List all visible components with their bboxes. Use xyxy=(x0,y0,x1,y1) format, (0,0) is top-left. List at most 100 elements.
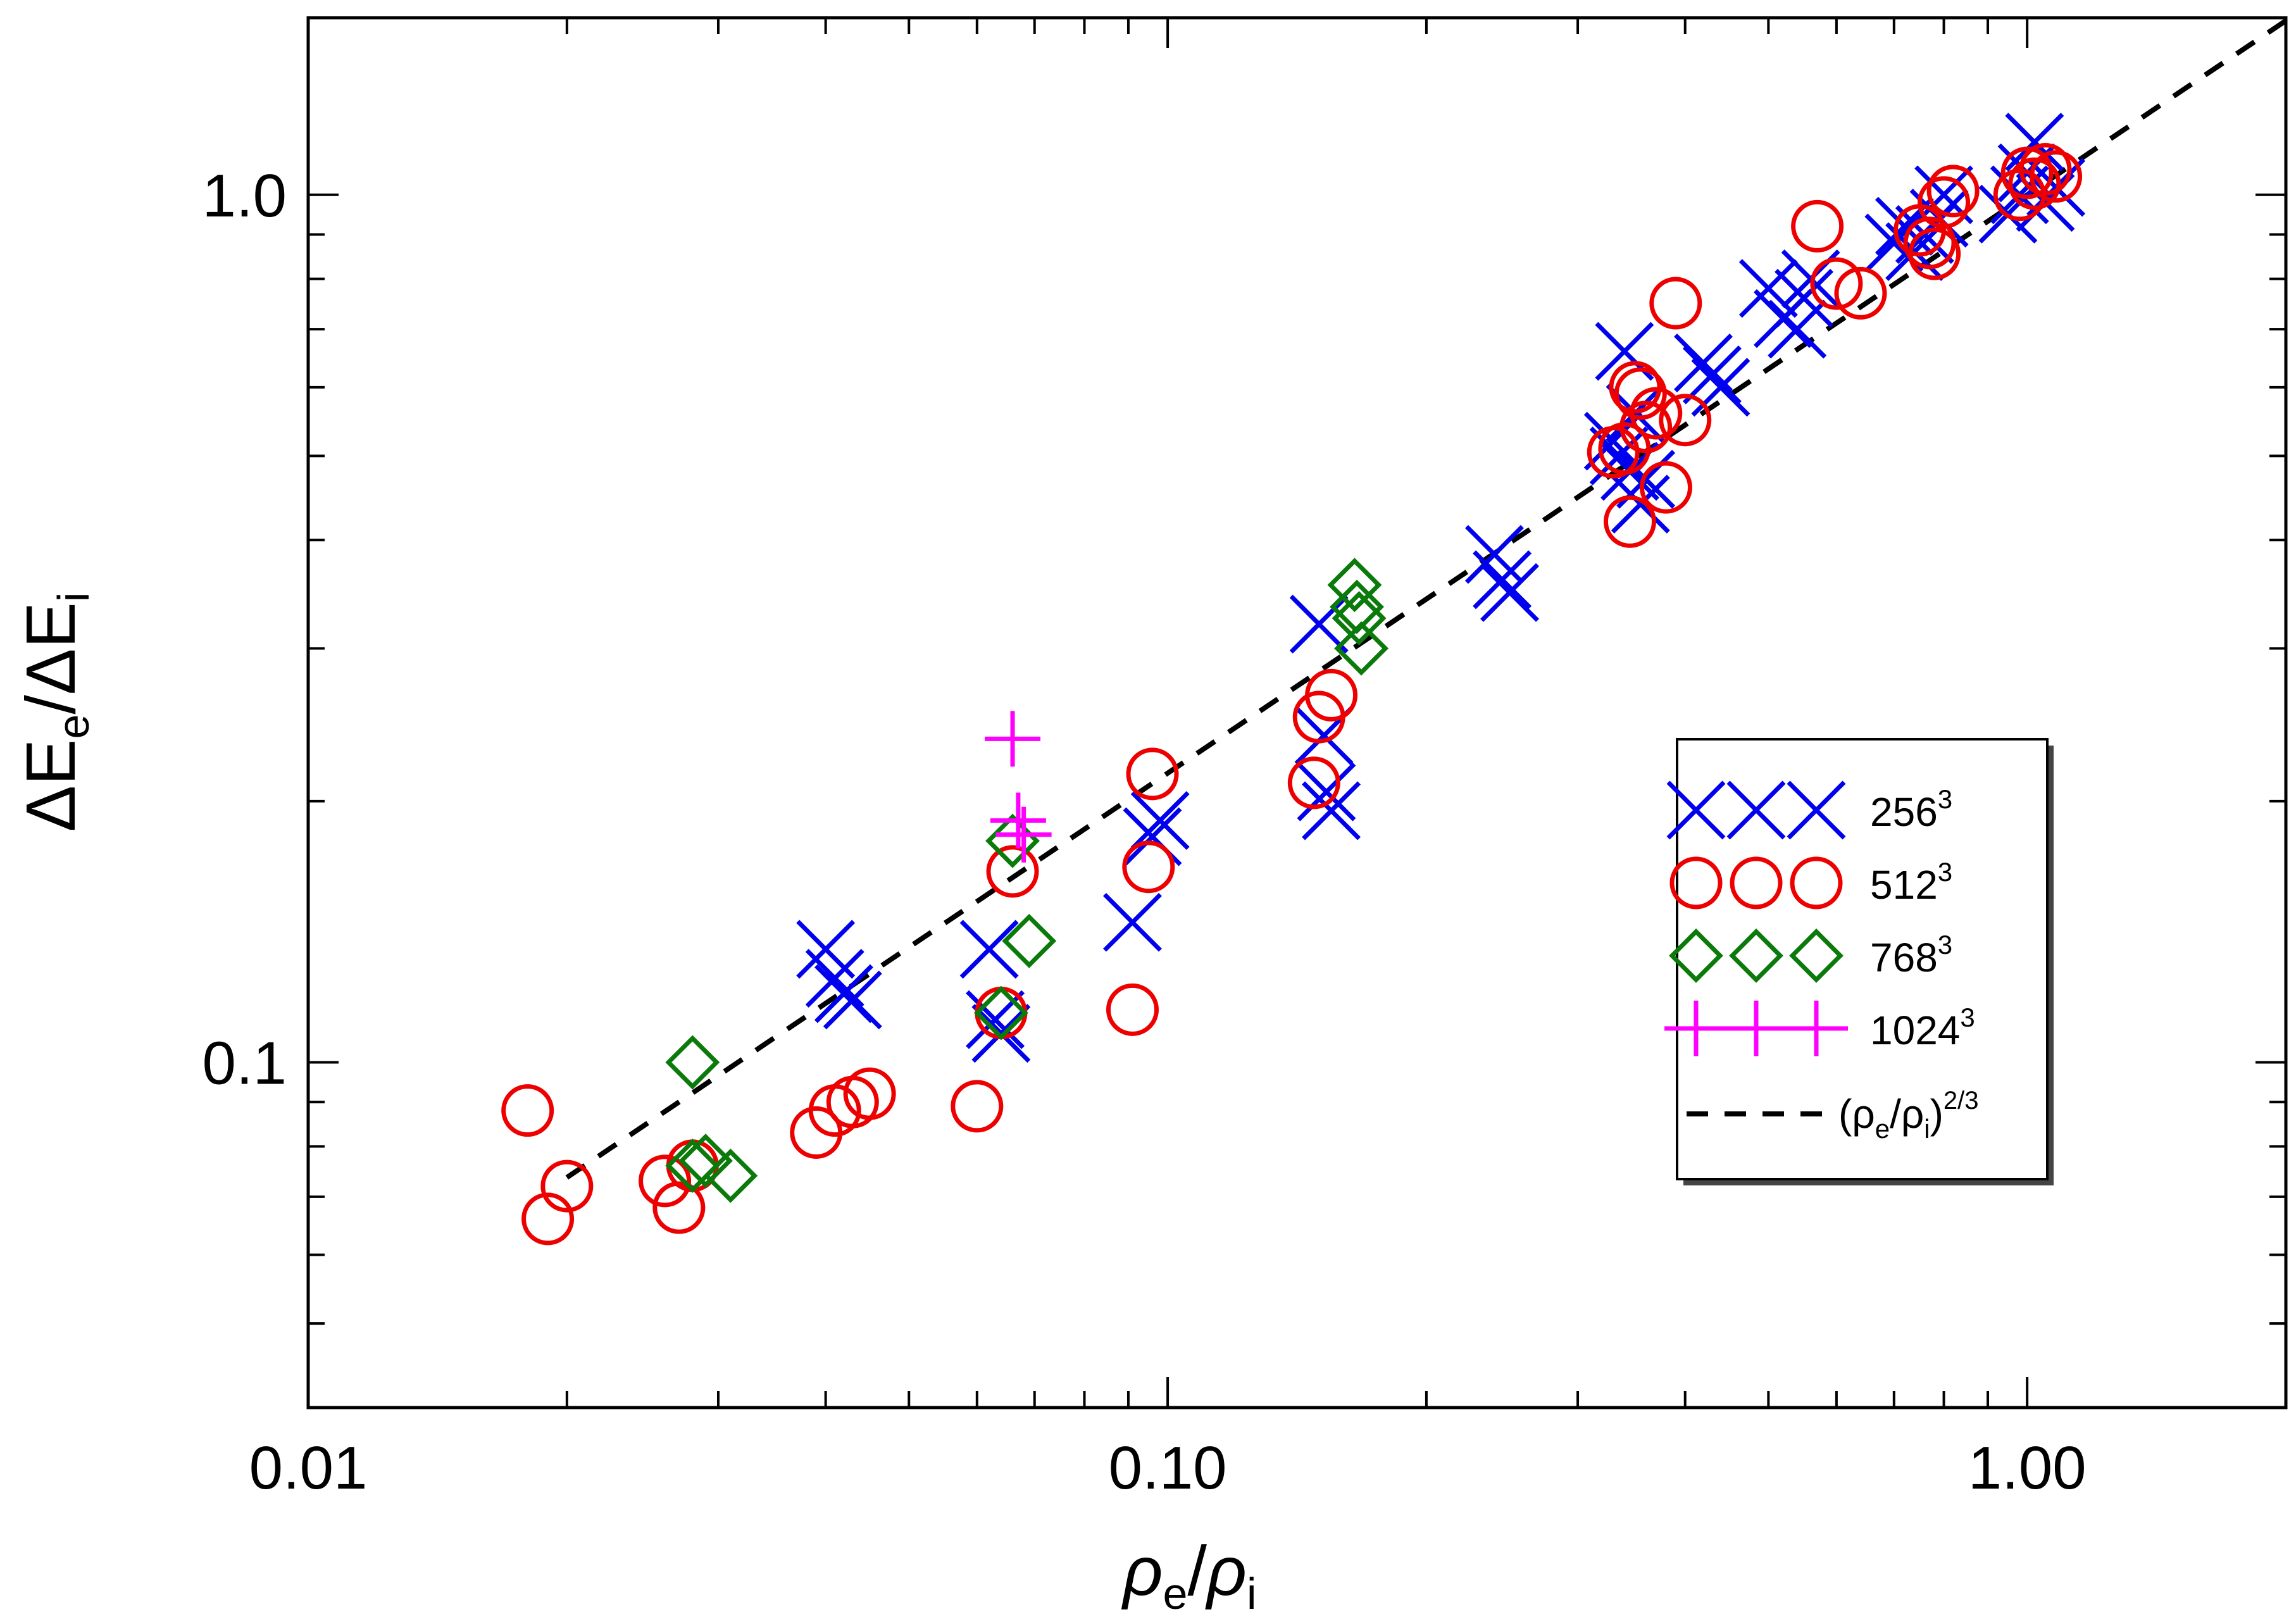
x-axis-title: ρe/ρi xyxy=(1121,1532,1256,1612)
point-512 xyxy=(1305,668,1358,722)
point-256 xyxy=(1130,790,1190,850)
point-768 xyxy=(1334,621,1389,676)
legend-marker-768 xyxy=(1789,928,1844,983)
legend-markers xyxy=(1664,780,1848,1116)
point-256 xyxy=(823,970,882,1030)
point-512 xyxy=(1598,422,1651,475)
svg-text:ρe/ρi: ρe/ρi xyxy=(1121,1532,1256,1612)
point-256 xyxy=(1682,345,1742,404)
point-256 xyxy=(959,920,1019,979)
legend-marker-768 xyxy=(1729,928,1783,983)
point-256 xyxy=(1464,525,1524,584)
point-768 xyxy=(1332,590,1387,646)
point-512 xyxy=(1287,756,1340,809)
y-tick-label: 1.0 xyxy=(203,162,287,230)
point-256 xyxy=(1611,475,1670,534)
point-512 xyxy=(1810,257,1863,310)
legend-label-fit: (ρe/ρi)2/3 xyxy=(1838,1087,1979,1144)
y-axis-title-slash: / xyxy=(12,695,90,715)
point-512 xyxy=(1639,461,1692,514)
x-tick-label: 0.10 xyxy=(1109,1434,1227,1502)
point-512 xyxy=(2030,150,2083,203)
point-512 xyxy=(843,1067,896,1120)
point-1024 xyxy=(995,806,1052,863)
point-512 xyxy=(1908,227,1961,280)
point-512 xyxy=(1791,199,1844,253)
legend-marker-512 xyxy=(1669,856,1723,909)
y-axis-title-de: ΔE xyxy=(12,739,90,832)
point-512 xyxy=(1106,983,1159,1036)
legend-marker-256 xyxy=(1787,780,1846,840)
legend-box xyxy=(1676,738,2049,1180)
point-512 xyxy=(1649,277,1702,330)
svg-text:ΔEe/ΔEi: ΔEe/ΔEi xyxy=(12,592,98,832)
point-256 xyxy=(1775,268,1834,328)
x-tick-label: 1.00 xyxy=(1968,1434,2087,1502)
point-1024 xyxy=(985,711,1041,767)
point-512 xyxy=(1619,401,1673,454)
data-points xyxy=(501,113,2086,1246)
x-tick-label: 0.01 xyxy=(249,1434,368,1502)
y-axis-title-di: ΔE xyxy=(12,602,90,695)
point-512 xyxy=(1126,747,1179,801)
point-768 xyxy=(665,1035,720,1090)
point-512 xyxy=(1659,394,1712,447)
point-512 xyxy=(540,1159,594,1213)
legend-marker-512 xyxy=(1730,856,1783,909)
point-512 xyxy=(521,1192,575,1246)
x-axis-title-sub-e: e xyxy=(1163,1569,1187,1612)
point-512 xyxy=(1834,266,1887,320)
legend-label-256: 2563 xyxy=(1870,784,1952,835)
point-256 xyxy=(1289,594,1349,654)
point-512 xyxy=(501,1084,554,1137)
point-512 xyxy=(2019,143,2072,196)
point-512 xyxy=(1122,840,1175,894)
point-256 xyxy=(971,1004,1031,1063)
point-768 xyxy=(1002,913,1057,968)
y-axis-title-sub-i: i xyxy=(49,592,98,603)
point-512 xyxy=(951,1080,1004,1133)
tick-labels: 0.01 0.10 1.00 0.1 1.0 xyxy=(203,162,2087,1502)
point-256 xyxy=(1102,892,1162,952)
x-axis-title-rho-i: ρ xyxy=(1205,1532,1247,1610)
legend-marker-768 xyxy=(1669,928,1723,983)
point-512 xyxy=(986,845,1039,898)
point-768 xyxy=(703,1148,758,1203)
point-512 xyxy=(1918,176,1971,229)
y-axis-title-sub-e: e xyxy=(49,715,98,739)
point-512 xyxy=(1603,495,1656,548)
x-axis-title-rho-e: ρ xyxy=(1121,1532,1163,1610)
legend-marker-256 xyxy=(1726,780,1786,840)
point-256 xyxy=(2005,113,2064,172)
legend-marker-256 xyxy=(1666,780,1726,840)
point-768 xyxy=(665,1138,720,1193)
point-256 xyxy=(1302,781,1361,840)
legend-label-512: 5123 xyxy=(1870,857,1952,908)
point-512 xyxy=(1614,367,1667,420)
y-axis-title: ΔEe/ΔEi xyxy=(12,592,98,832)
axis-ticks xyxy=(307,18,2287,1408)
plot-frame xyxy=(306,16,2288,1409)
point-512 xyxy=(2000,146,2054,199)
point-768 xyxy=(678,1134,733,1189)
point-768 xyxy=(973,985,1028,1040)
legend-label-1024: 10243 xyxy=(1870,1003,1975,1053)
point-256 xyxy=(1297,762,1356,822)
x-axis-title-sub-i: i xyxy=(1247,1569,1257,1612)
point-256 xyxy=(1473,550,1532,609)
point-1024 xyxy=(990,792,1046,849)
legend: 2563 5123 7683 10243 (ρe/ρi)2/3 xyxy=(1664,738,2054,1185)
point-256 xyxy=(1480,563,1539,622)
point-512 xyxy=(639,1154,692,1208)
y-tick-label: 0.1 xyxy=(203,1030,287,1097)
point-512 xyxy=(1630,387,1683,440)
legend-marker-512 xyxy=(1790,856,1843,909)
point-256 xyxy=(1674,333,1733,392)
point-256 xyxy=(1738,259,1798,318)
point-512 xyxy=(2008,157,2061,210)
point-768 xyxy=(985,813,1040,868)
legend-label-768: 7683 xyxy=(1870,930,1952,980)
point-768 xyxy=(1327,558,1382,613)
x-axis-title-slash: / xyxy=(1187,1532,1207,1610)
